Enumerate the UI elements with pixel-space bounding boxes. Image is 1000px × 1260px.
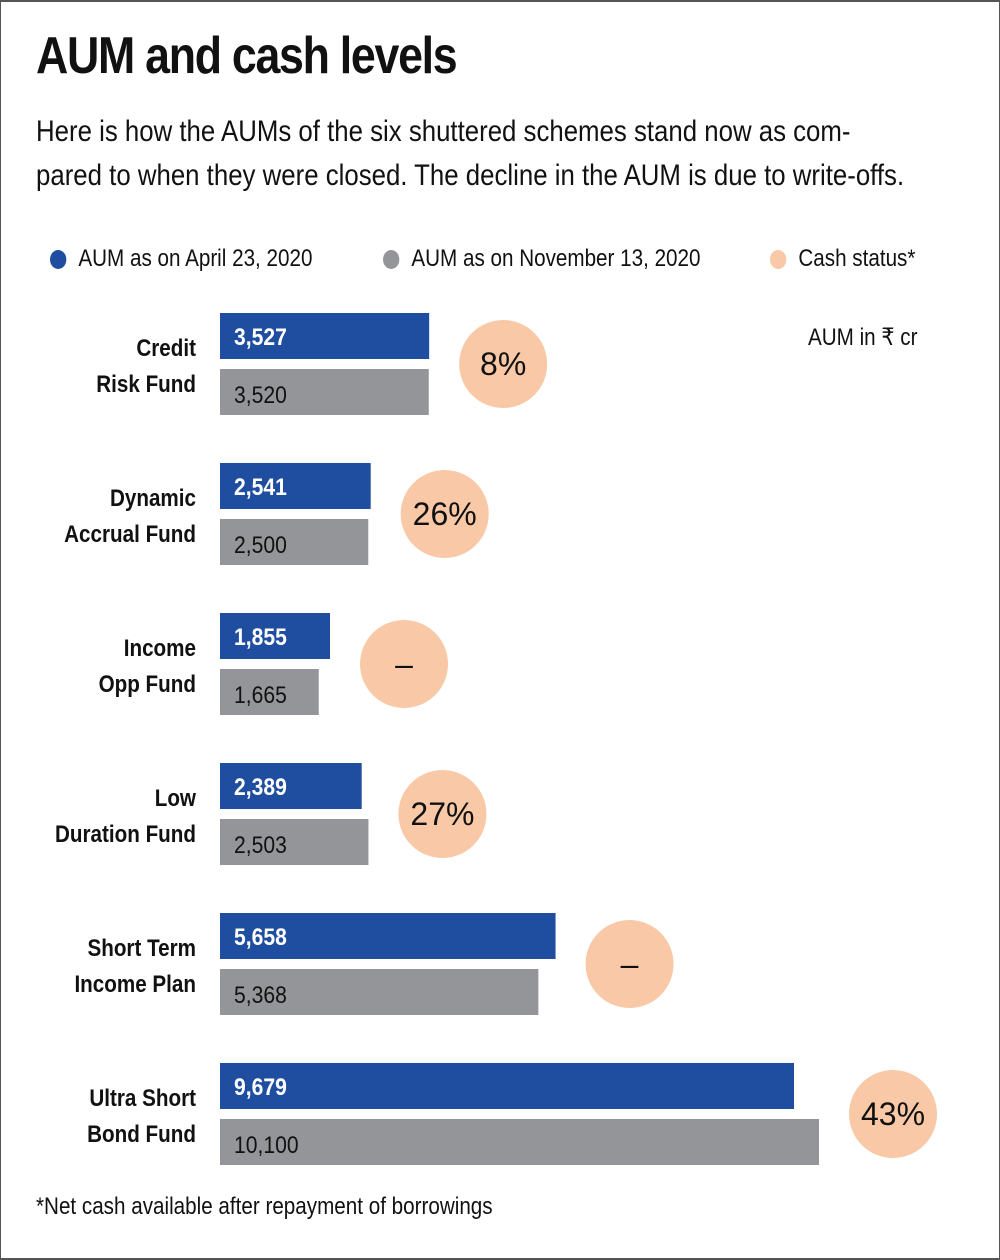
footnote: *Net cash available after repayment of b… — [36, 1193, 493, 1220]
legend-dot-cash-icon — [770, 249, 787, 269]
bar-april — [220, 463, 371, 509]
bar-november — [220, 519, 369, 565]
legend-dot-april-icon — [50, 249, 67, 269]
legend-label: Cash status* — [798, 245, 916, 272]
cash-status-label: 27% — [410, 796, 474, 832]
unit-note: AUM in ₹ cr — [808, 324, 918, 351]
category-label: Accrual Fund — [64, 521, 196, 548]
subtitle-line-2: pared to when they were closed. The decl… — [36, 159, 905, 192]
bar-value-label-april: 2,389 — [234, 774, 287, 801]
bar-november — [220, 1119, 819, 1165]
legend-label: AUM as on April 23, 2020 — [78, 245, 313, 272]
bar-value-label-november: 5,368 — [234, 982, 287, 1009]
category-label: Duration Fund — [55, 821, 196, 848]
legend-item-november: AUM as on November 13, 2020 — [383, 245, 701, 273]
chart-title: AUM and cash levels — [36, 27, 458, 85]
cash-status-label: – — [395, 646, 413, 682]
category-label: Low — [155, 785, 197, 812]
category-label: Short Term — [87, 935, 196, 962]
bar-value-label-april: 3,527 — [234, 324, 287, 351]
category-label: Opp Fund — [99, 671, 196, 698]
bar-april — [220, 313, 430, 359]
bar-value-label-april: 9,679 — [234, 1074, 287, 1101]
bar-april — [220, 1063, 795, 1109]
category-label: Income Plan — [74, 971, 196, 998]
subtitle-line-1: Here is how the AUMs of the six shuttere… — [36, 115, 851, 148]
cash-status-circle — [360, 620, 449, 708]
bar-value-label-november: 2,503 — [234, 832, 287, 859]
bar-value-label-april: 2,541 — [234, 474, 287, 501]
legend-item-april: AUM as on April 23, 2020 — [50, 245, 312, 273]
category-label: Ultra Short — [89, 1085, 196, 1112]
cash-status-label: – — [621, 946, 639, 982]
bar-value-label-november: 2,500 — [234, 532, 287, 559]
legend-item-cash: Cash status* — [770, 245, 915, 273]
cash-status-label: 8% — [480, 346, 526, 382]
bar-november — [220, 369, 429, 415]
bar-november — [220, 969, 539, 1015]
chart-subtitle: Here is how the AUMs of the six shuttere… — [36, 110, 904, 198]
bar-april — [220, 913, 556, 959]
bar-april — [220, 613, 331, 659]
bar-value-label-november: 3,520 — [234, 382, 287, 409]
cash-status-circle — [459, 320, 548, 408]
category-label: Credit — [136, 335, 196, 362]
bar-value-label-november: 1,665 — [234, 682, 287, 709]
legend-dot-november-icon — [383, 249, 400, 269]
legend-label: AUM as on November 13, 2020 — [411, 245, 701, 272]
category-label: Income — [124, 635, 196, 662]
cash-status-circle — [400, 470, 489, 558]
bar-april — [220, 763, 362, 809]
category-label: Bond Fund — [87, 1121, 196, 1148]
bar-value-label-november: 10,100 — [234, 1132, 299, 1159]
cash-status-circle — [849, 1070, 937, 1158]
category-label: Dynamic — [110, 485, 196, 512]
cash-status-circle — [585, 920, 674, 1008]
bar-value-label-april: 1,855 — [234, 624, 287, 651]
category-label: Risk Fund — [96, 371, 196, 398]
bar-value-label-april: 5,658 — [234, 924, 287, 951]
cash-status-circle — [398, 770, 487, 858]
bar-november — [220, 669, 319, 715]
cash-status-label: 43% — [861, 1096, 925, 1132]
cash-status-label: 26% — [413, 496, 477, 532]
bar-november — [220, 819, 369, 865]
